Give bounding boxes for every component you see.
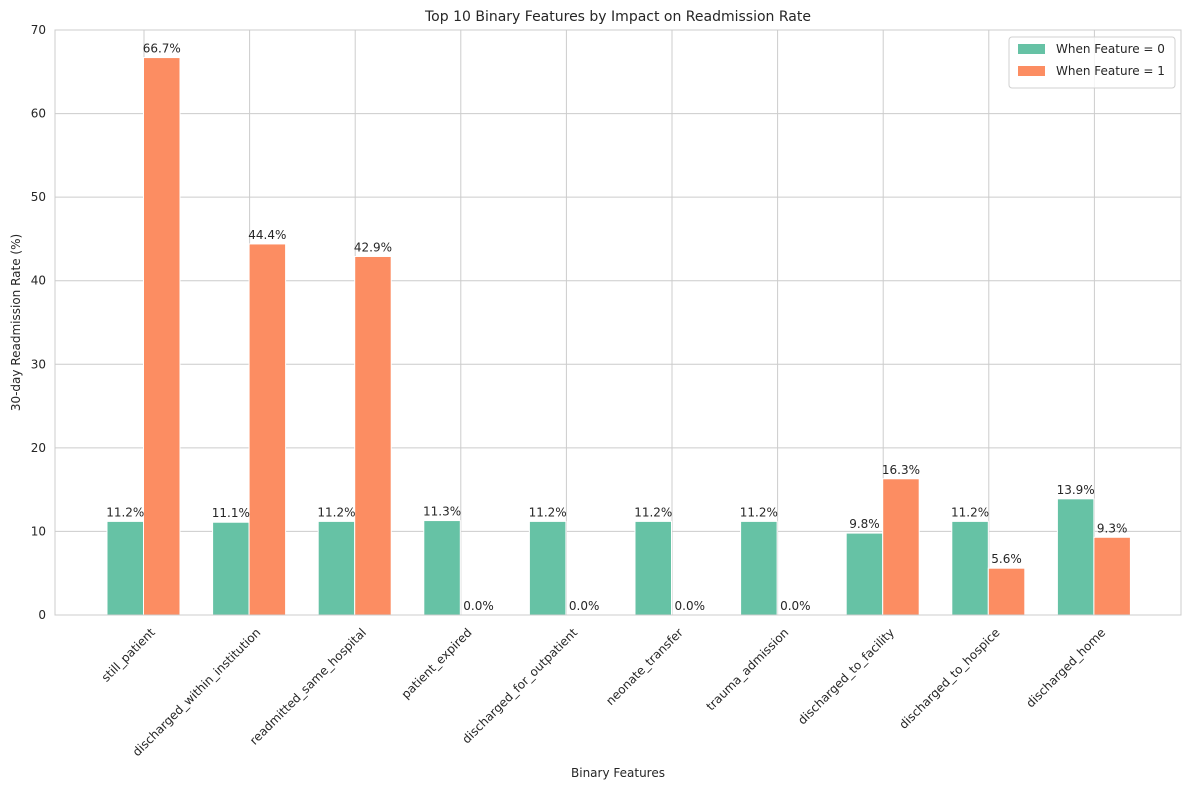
y-tick-label: 0 [38, 608, 46, 622]
legend-swatch-feature-0 [1018, 44, 1045, 54]
bar-series-0 [634, 520, 672, 616]
y-axis-title: 30-day Readmission Rate (%) [9, 234, 23, 411]
chart-title: Top 10 Binary Features by Impact on Read… [424, 9, 811, 25]
bar-value-label: 11.2% [740, 505, 778, 519]
bar-value-label: 11.3% [423, 505, 461, 519]
y-tick-label: 20 [31, 441, 46, 455]
bar-value-label: 11.2% [634, 505, 672, 519]
x-tick-label: neonate_transfer [603, 625, 686, 708]
bar-value-label: 42.9% [354, 240, 392, 254]
x-tick-label: discharged_within_institution [130, 625, 264, 759]
bar-series-0 [106, 520, 144, 616]
bar-series-0 [528, 520, 567, 616]
bar-value-label: 13.9% [1057, 483, 1095, 497]
y-tick-label: 40 [31, 274, 46, 288]
bar-value-label: 11.2% [317, 505, 355, 519]
grid-lines [55, 29, 1181, 616]
bar-value-label: 0.0% [569, 599, 600, 613]
x-axis-title: Binary Features [571, 766, 665, 780]
bar-value-label: 11.1% [212, 506, 250, 520]
x-tick-label: discharged_to_hospice [896, 625, 1002, 731]
bar-series-1 [882, 478, 920, 616]
bar-value-label: 11.2% [951, 505, 989, 519]
bar-value-label: 9.8% [849, 517, 880, 531]
x-tick-label: trauma_admission [703, 625, 791, 713]
bar-value-label: 0.0% [675, 599, 706, 613]
x-tick-label: discharged_to_facility [795, 625, 897, 727]
y-axis-ticks: 0 10 20 30 40 50 60 70 [31, 23, 46, 622]
bar-series-0 [740, 520, 778, 616]
y-tick-label: 60 [31, 107, 46, 121]
legend-label-feature-1: When Feature = 1 [1056, 64, 1165, 78]
bar-value-label: 66.7% [143, 42, 181, 56]
x-tick-label: discharged_home [1023, 625, 1108, 710]
bar-series-1 [354, 255, 392, 616]
bar-series-1 [987, 567, 1026, 616]
x-tick-label: patient_expired [399, 625, 475, 701]
bar-series-0 [317, 520, 356, 616]
bar-series-0 [212, 521, 250, 616]
bar-value-label: 5.6% [991, 552, 1022, 566]
x-tick-label: discharged_for_outpatient [459, 625, 580, 746]
bars [106, 57, 1131, 616]
legend-label-feature-0: When Feature = 0 [1056, 42, 1165, 56]
bar-value-label: 11.2% [529, 505, 567, 519]
bar-series-0 [845, 532, 884, 616]
legend-box [1008, 36, 1176, 89]
bar-value-label: 44.4% [248, 228, 286, 242]
legend: When Feature = 0 When Feature = 1 [1008, 36, 1176, 89]
x-axis-ticks: still_patientdischarged_within_instituti… [99, 625, 1109, 759]
bar-series-1 [1093, 536, 1131, 616]
bar-value-label: 11.2% [106, 505, 144, 519]
bar-series-1 [143, 57, 181, 616]
x-tick-label: still_patient [99, 625, 158, 684]
bar-series-0 [951, 520, 989, 616]
y-tick-label: 50 [31, 190, 46, 204]
bar-series-0 [423, 520, 461, 616]
legend-swatch-feature-1 [1018, 66, 1045, 76]
bar-value-label: 0.0% [463, 599, 494, 613]
bar-series-0 [1056, 498, 1095, 616]
bar-series-1 [248, 243, 287, 616]
y-tick-label: 30 [31, 357, 46, 371]
bar-value-label: 0.0% [780, 599, 811, 613]
bar-value-label: 9.3% [1097, 521, 1128, 535]
bar-value-labels: 11.2% 11.1% 11.2% 11.3% 11.2% 11.2% 11.2% 9.8% 1… [106, 42, 1127, 613]
plot-frame [54, 29, 1182, 616]
x-tick-label: readmitted_same_hospital [247, 625, 369, 747]
y-tick-label: 10 [31, 524, 46, 538]
y-tick-label: 70 [31, 23, 46, 37]
bar-value-label: 16.3% [882, 463, 920, 477]
